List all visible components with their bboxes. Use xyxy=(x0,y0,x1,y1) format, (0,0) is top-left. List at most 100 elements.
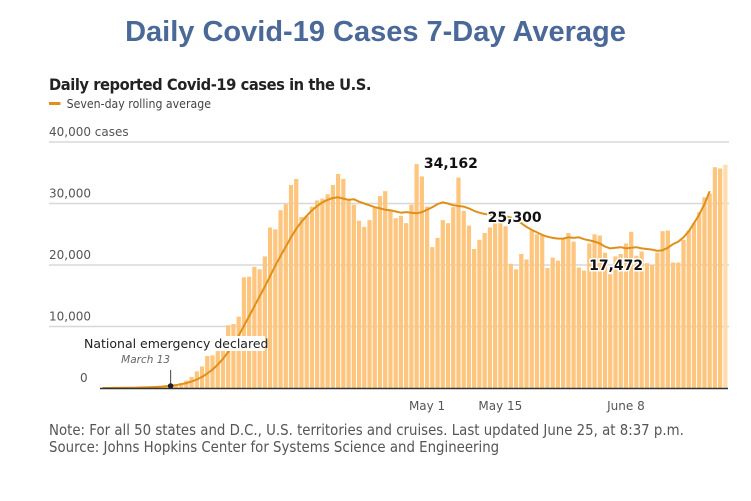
bar xyxy=(241,277,247,388)
bar xyxy=(561,239,566,388)
footer: Note: For all 50 states and D.C., U.S. t… xyxy=(49,422,749,456)
bar xyxy=(419,176,424,388)
bar xyxy=(576,267,581,388)
annotation-emergency-label: National emergency declared xyxy=(84,336,268,351)
bar xyxy=(236,316,241,388)
x-tick-label: June 8 xyxy=(606,399,645,413)
bar xyxy=(498,218,503,388)
bar xyxy=(398,215,404,388)
bar xyxy=(555,260,561,388)
x-axis: May 1 May 15 June 8 xyxy=(100,387,728,413)
bar xyxy=(487,227,492,388)
bars xyxy=(105,164,728,388)
bar xyxy=(681,239,686,388)
footer-note: Note: For all 50 states and D.C., U.S. t… xyxy=(49,421,684,439)
annotations: 34,162 25,300 17,472 National emergency dec… xyxy=(82,156,645,389)
bar xyxy=(346,199,351,388)
bar xyxy=(482,233,487,388)
y-tick-label: 0 xyxy=(80,371,88,385)
bar xyxy=(581,270,587,388)
bar xyxy=(493,216,498,388)
bar xyxy=(508,263,513,388)
bar xyxy=(226,325,231,388)
bar xyxy=(330,185,335,388)
bar xyxy=(534,234,540,388)
x-tick-label: May 15 xyxy=(478,399,522,413)
bar xyxy=(283,204,288,388)
bar xyxy=(184,380,189,388)
bar xyxy=(618,253,623,388)
bar xyxy=(356,220,362,388)
bar xyxy=(257,269,262,388)
annotation-emergency-dot xyxy=(167,383,174,389)
bar xyxy=(707,193,712,388)
bar xyxy=(288,185,294,388)
chart-subtitle: Daily reported Covid-19 cases in the U.S… xyxy=(49,75,372,94)
bar xyxy=(252,266,257,388)
bar xyxy=(718,168,723,388)
bar xyxy=(634,255,639,388)
bar xyxy=(702,197,707,388)
footer-source: Source: Johns Hopkins Center for Systems… xyxy=(49,438,500,456)
bar xyxy=(597,235,602,388)
bar xyxy=(670,262,676,388)
annotation-emergency-bg xyxy=(82,336,265,351)
legend-label: Seven-day rolling average xyxy=(66,96,211,111)
y-tick-label: 40,000 cases xyxy=(49,125,129,139)
annotation-peak-label: 34,162 xyxy=(424,156,478,172)
bar xyxy=(294,178,299,388)
bar xyxy=(262,256,267,388)
bar xyxy=(341,178,346,388)
bar xyxy=(602,252,608,388)
y-tick-label: 30,000 xyxy=(49,187,91,201)
bar xyxy=(393,218,398,388)
bar xyxy=(639,251,644,388)
bar xyxy=(404,223,409,388)
bar xyxy=(608,274,613,388)
bar xyxy=(299,217,304,388)
bar xyxy=(205,356,210,388)
annotation-june-label: 17,472 xyxy=(589,258,643,274)
bar xyxy=(304,215,309,388)
bar xyxy=(644,263,649,388)
bar xyxy=(445,223,451,388)
bar xyxy=(435,237,440,388)
bar xyxy=(315,200,320,388)
bar xyxy=(247,276,252,388)
bar xyxy=(456,177,461,388)
bar xyxy=(629,231,634,388)
bar xyxy=(278,210,283,388)
legend-line-swatch xyxy=(49,102,61,105)
bar xyxy=(173,384,178,388)
bar xyxy=(377,196,383,388)
bar xyxy=(623,243,629,388)
bar xyxy=(697,212,702,388)
bar xyxy=(210,355,215,388)
bar xyxy=(309,206,315,388)
bar xyxy=(383,191,388,388)
bar xyxy=(220,336,226,388)
bar xyxy=(655,252,660,388)
bar xyxy=(351,204,356,388)
bar xyxy=(691,223,697,388)
bar xyxy=(466,225,472,388)
bar xyxy=(267,227,273,388)
bar xyxy=(451,207,456,388)
bar xyxy=(414,164,419,388)
bar xyxy=(388,209,393,388)
bar xyxy=(566,233,571,388)
bar xyxy=(461,210,466,388)
bar xyxy=(503,226,508,388)
legend: Seven-day rolling average xyxy=(49,96,211,111)
average-line-group xyxy=(102,190,711,389)
y-tick-label: 20,000 xyxy=(49,248,91,262)
bar xyxy=(686,230,691,388)
y-tick-label: 10,000 xyxy=(49,310,91,324)
bar xyxy=(676,262,681,388)
x-tick-label: May 1 xyxy=(409,399,445,413)
bar xyxy=(712,167,718,388)
annotation-may-label: 25,300 xyxy=(488,210,542,226)
bar xyxy=(179,383,184,388)
average-line xyxy=(102,190,711,389)
